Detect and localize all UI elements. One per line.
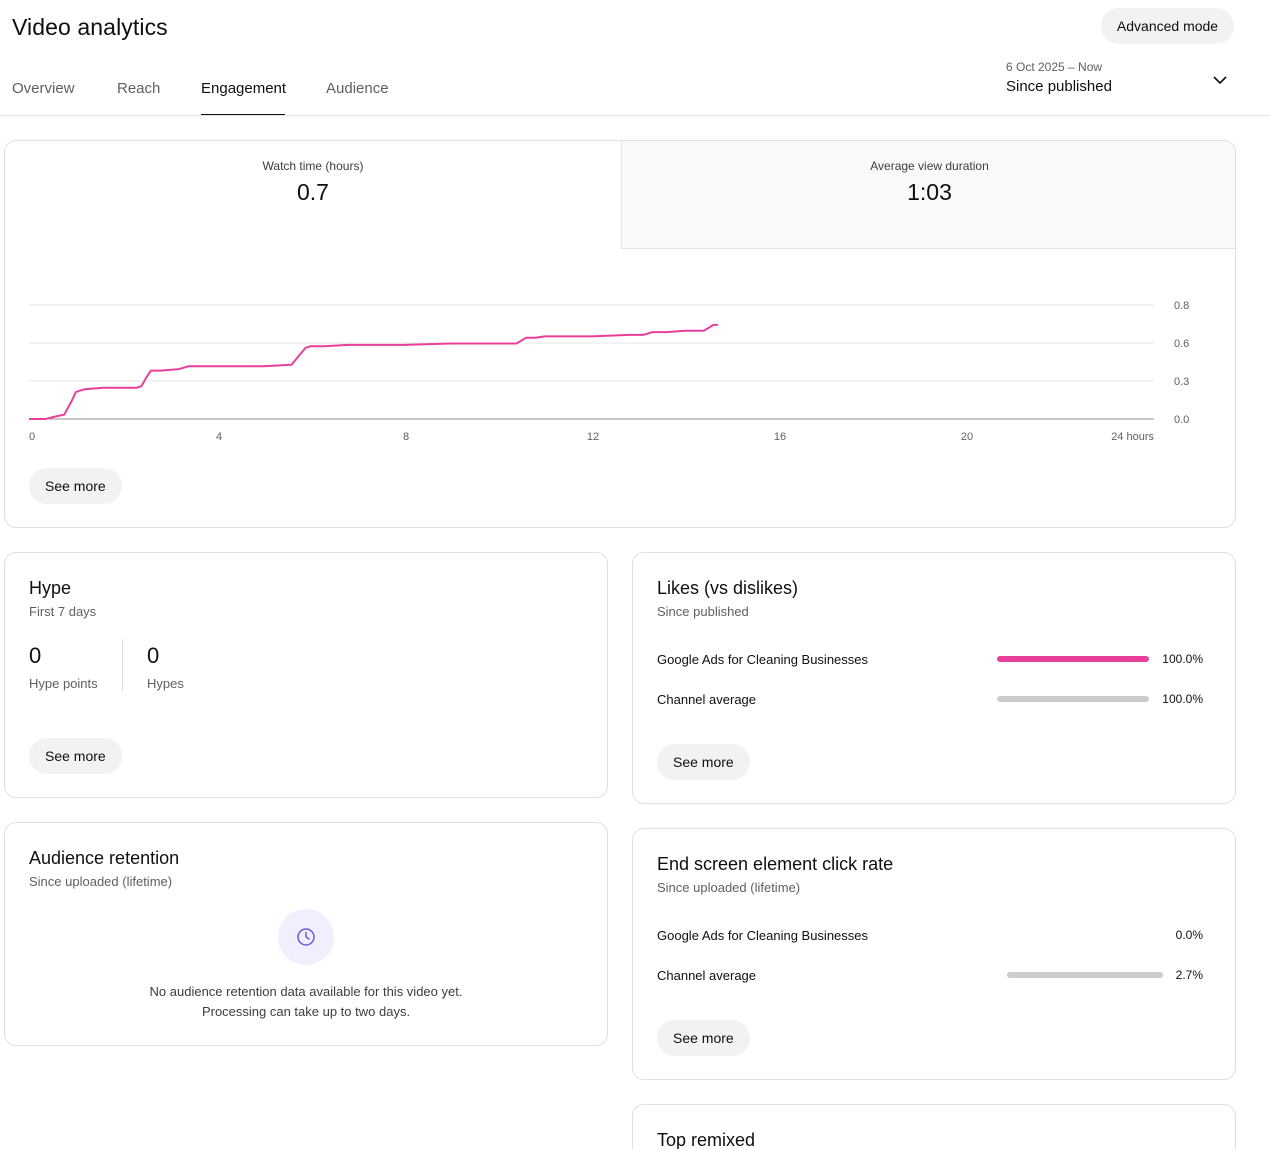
card-title: Hype xyxy=(29,578,72,598)
card-subtitle: Since uploaded (lifetime) xyxy=(657,880,801,895)
watch-time-card: Watch time (hours) 0.7 Average view dura… xyxy=(4,140,1236,528)
x-tick-label: 16 xyxy=(774,431,786,443)
metric-tab-average-view-duration[interactable]: Average view duration 1:03 xyxy=(621,141,1235,249)
watch-time-chart: 0.8 0.6 0.3 0.0 0 4 8 12 16 20 24 hours xyxy=(29,300,1189,443)
likes-row-video-bar xyxy=(997,656,1149,662)
likes-row-channel-bar xyxy=(997,696,1149,702)
x-tick-label: 24 hours xyxy=(1111,431,1154,443)
retention-message-line2: Processing can take up to two days. xyxy=(201,1004,411,1019)
audience-retention-card: Audience retention Since uploaded (lifet… xyxy=(4,822,608,1046)
see-more-button[interactable]: See more xyxy=(657,744,750,780)
hype-points-value: 0 xyxy=(29,643,42,668)
analytics-tabs: Overview Reach Engagement Audience xyxy=(12,80,389,116)
series-line xyxy=(29,323,719,420)
x-tick-label: 0 xyxy=(29,431,35,443)
hype-card: Hype First 7 days 0 Hype points 0 Hypes … xyxy=(4,552,608,798)
end-screen-card: End screen element click rate Since uplo… xyxy=(632,828,1236,1080)
y-tick-label: 0.3 xyxy=(1174,376,1189,388)
likes-row-video-label: Google Ads for Cleaning Businesses xyxy=(657,652,869,667)
retention-message-line1: No audience retention data available for… xyxy=(149,984,463,999)
tab-engagement[interactable]: Engagement xyxy=(201,80,286,116)
likes-row-channel-label: Channel average xyxy=(657,692,757,707)
advanced-mode-button[interactable]: Advanced mode xyxy=(1101,8,1234,44)
hypes-label: Hypes xyxy=(147,676,184,691)
endscreen-row-channel-bar xyxy=(1007,972,1163,978)
top-remixed-card: Top remixed xyxy=(632,1104,1236,1149)
tab-overview[interactable]: Overview xyxy=(12,80,75,97)
card-title: End screen element click rate xyxy=(657,854,894,874)
x-tick-label: 8 xyxy=(403,431,409,443)
metric-label: Watch time (hours) xyxy=(262,159,364,173)
y-tick-label: 0.0 xyxy=(1174,414,1189,426)
card-title: Audience retention xyxy=(29,848,180,868)
likes-card: Likes (vs dislikes) Since published Goog… xyxy=(632,552,1236,804)
likes-row-channel-value: 100.0% xyxy=(1162,692,1203,706)
endscreen-row-channel-value: 2.7% xyxy=(1175,968,1203,982)
see-more-button[interactable]: See more xyxy=(29,738,122,774)
card-title: Likes (vs dislikes) xyxy=(657,578,799,598)
x-tick-label: 12 xyxy=(587,431,599,443)
see-more-button[interactable]: See more xyxy=(657,1020,750,1056)
x-tick-label: 4 xyxy=(216,431,222,443)
card-subtitle: First 7 days xyxy=(29,604,97,619)
chevron-down-icon xyxy=(1213,76,1227,85)
hype-divider xyxy=(122,639,123,691)
clock-icon xyxy=(297,928,315,946)
hype-points-label: Hype points xyxy=(29,676,98,691)
card-subtitle: Since uploaded (lifetime) xyxy=(29,874,173,889)
y-tick-label: 0.6 xyxy=(1174,338,1189,350)
likes-row-video-value: 100.0% xyxy=(1162,652,1203,666)
date-range-dates: 6 Oct 2025 – Now xyxy=(1006,60,1103,74)
date-range-label: Since published xyxy=(1006,78,1112,95)
tab-audience[interactable]: Audience xyxy=(326,80,389,97)
hypes-value: 0 xyxy=(147,643,160,668)
metric-label: Average view duration xyxy=(870,159,989,173)
see-more-button[interactable]: See more xyxy=(29,468,122,504)
endscreen-row-video-label: Google Ads for Cleaning Businesses xyxy=(657,928,869,943)
metric-value: 1:03 xyxy=(907,179,952,205)
header-divider xyxy=(0,115,1269,116)
x-tick-label: 20 xyxy=(961,431,973,443)
endscreen-row-video-value: 0.0% xyxy=(1175,928,1203,942)
metric-tab-watch-time[interactable]: Watch time (hours) 0.7 xyxy=(5,141,621,249)
card-subtitle: Since published xyxy=(657,604,749,619)
metric-value: 0.7 xyxy=(297,179,329,205)
card-title: Top remixed xyxy=(657,1130,756,1149)
y-tick-label: 0.8 xyxy=(1174,300,1189,312)
retention-icon-wrap xyxy=(278,909,334,965)
endscreen-row-channel-label: Channel average xyxy=(657,968,757,983)
tab-reach[interactable]: Reach xyxy=(117,80,161,97)
date-range-selector[interactable]: 6 Oct 2025 – Now Since published xyxy=(1006,60,1236,100)
page-title: Video analytics xyxy=(12,14,168,40)
